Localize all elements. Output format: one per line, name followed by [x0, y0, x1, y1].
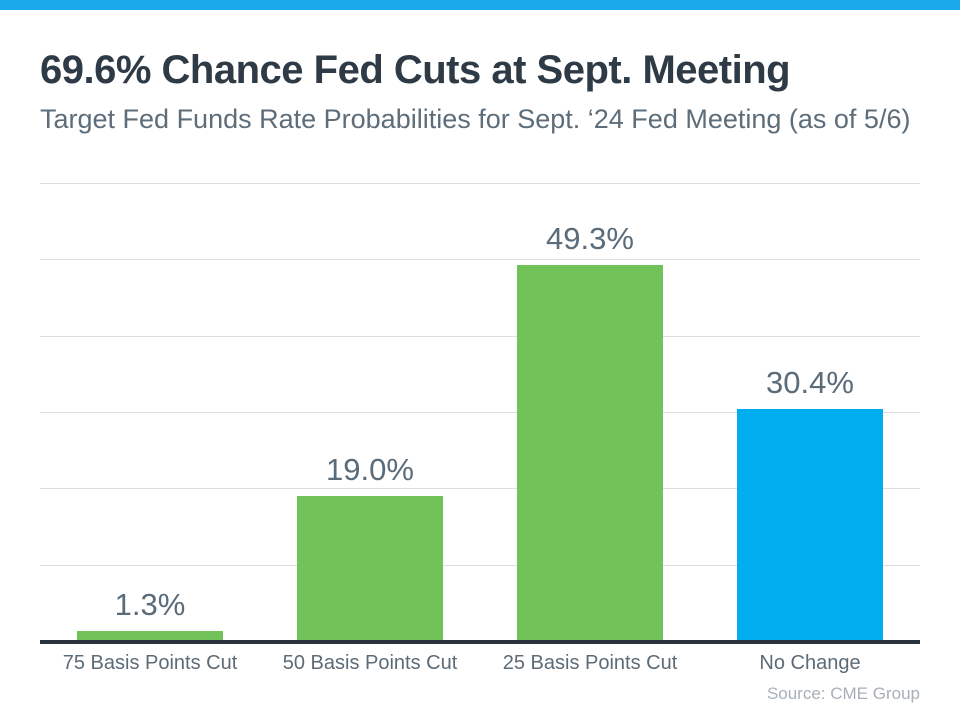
gridline	[40, 183, 920, 184]
x-axis-line	[40, 640, 920, 644]
category-label: No Change	[759, 652, 861, 674]
bar	[297, 495, 443, 641]
gridline	[40, 564, 920, 566]
value-label: 49.3%	[546, 220, 634, 256]
top-accent-bar	[0, 0, 960, 10]
page-title: 69.6% Chance Fed Cuts at Sept. Meeting	[40, 48, 791, 92]
category-label: 75 Basis Points Cut	[62, 652, 238, 674]
bar	[737, 408, 883, 641]
category-label: 50 Basis Points Cut	[282, 652, 458, 674]
source-note: Source: CME Group	[766, 684, 920, 703]
bar-column: 19.0%	[260, 183, 480, 641]
gridline	[40, 488, 920, 490]
bar	[77, 631, 223, 641]
bar-column: 30.4%	[700, 183, 920, 641]
page-subtitle: Target Fed Funds Rate Probabilities for …	[40, 104, 911, 134]
gridline	[40, 412, 920, 413]
value-label: 19.0%	[326, 451, 414, 487]
gridline	[40, 259, 920, 261]
value-label: 30.4%	[766, 364, 854, 400]
bar-column: 1.3%	[40, 183, 260, 641]
x-axis-labels: 75 Basis Points Cut 50 Basis Points Cut 25…	[40, 652, 920, 678]
bar	[517, 264, 663, 641]
value-label: 1.3%	[114, 587, 186, 623]
gridline	[40, 335, 920, 337]
bar-chart: 1.3% 19.0% 49.3% 30.4%	[40, 183, 920, 641]
category-label: 25 Basis Points Cut	[502, 652, 678, 674]
bar-column: 49.3%	[480, 183, 700, 641]
